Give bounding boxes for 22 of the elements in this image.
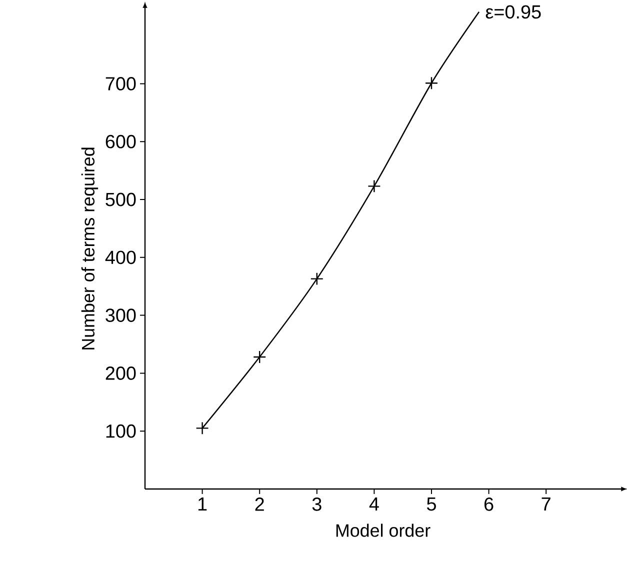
point xyxy=(196,422,209,435)
x-tick-label: 4 xyxy=(369,498,379,511)
x-tick-label: 6 xyxy=(484,498,494,511)
y-tick-label: 200 xyxy=(106,366,136,380)
y-axis-title: Number of terms required xyxy=(81,148,98,350)
y-tick-label: 100 xyxy=(106,424,136,438)
y-tick-label: 400 xyxy=(105,250,136,264)
x-axis-title: Model order xyxy=(336,524,430,537)
y-tick-label: 600 xyxy=(106,134,136,148)
x-tick-label: 3 xyxy=(312,498,322,511)
y-tick-label: 300 xyxy=(106,308,136,322)
point xyxy=(310,272,324,286)
y-tick-label: 700 xyxy=(106,77,136,90)
point xyxy=(424,76,438,90)
x-tick-label: 2 xyxy=(255,498,264,511)
point xyxy=(368,180,381,193)
point xyxy=(253,350,266,364)
annotation: ε=0.95 xyxy=(486,5,541,19)
x-tick-label: 7 xyxy=(542,498,550,511)
x-tick-label: 5 xyxy=(426,498,436,511)
x-tick-label: 1 xyxy=(198,498,207,511)
y-tick-label: 500 xyxy=(106,192,136,206)
